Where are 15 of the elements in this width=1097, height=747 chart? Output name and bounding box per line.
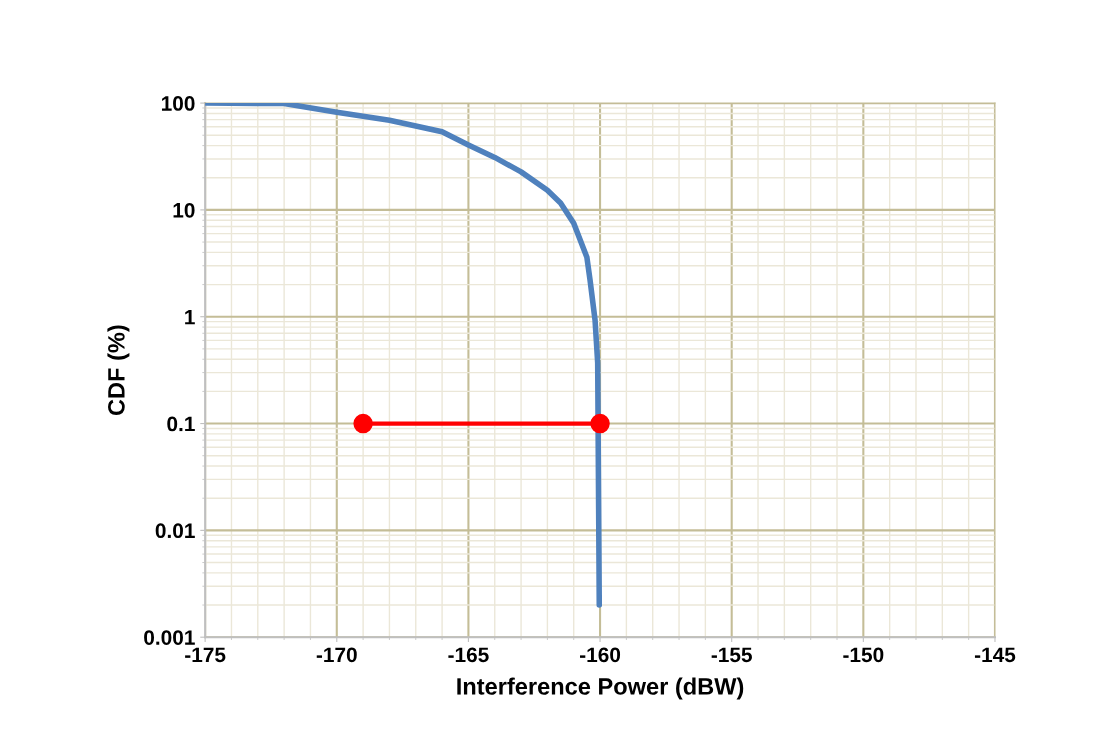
y-tick-label: 0.1 xyxy=(167,416,195,432)
x-tick-label: -165 xyxy=(448,647,489,663)
x-tick-label: -155 xyxy=(711,647,752,663)
y-tick-label: 0.01 xyxy=(155,523,195,539)
y-axis-title: CDF (%) xyxy=(107,325,130,416)
x-tick-label: -160 xyxy=(580,647,621,663)
x-tick-label: -170 xyxy=(316,647,357,663)
x-tick-label: -150 xyxy=(843,647,884,663)
y-tick-label: 0.001 xyxy=(144,630,195,645)
y-tick-label: 100 xyxy=(161,96,195,111)
x-axis-title: Interference Power (dBW) xyxy=(457,677,744,700)
x-tick-label: -175 xyxy=(185,647,226,663)
y-tick-label: 1 xyxy=(185,309,195,325)
y-tick-label: 10 xyxy=(173,202,195,218)
x-tick-label: -145 xyxy=(974,647,1016,663)
